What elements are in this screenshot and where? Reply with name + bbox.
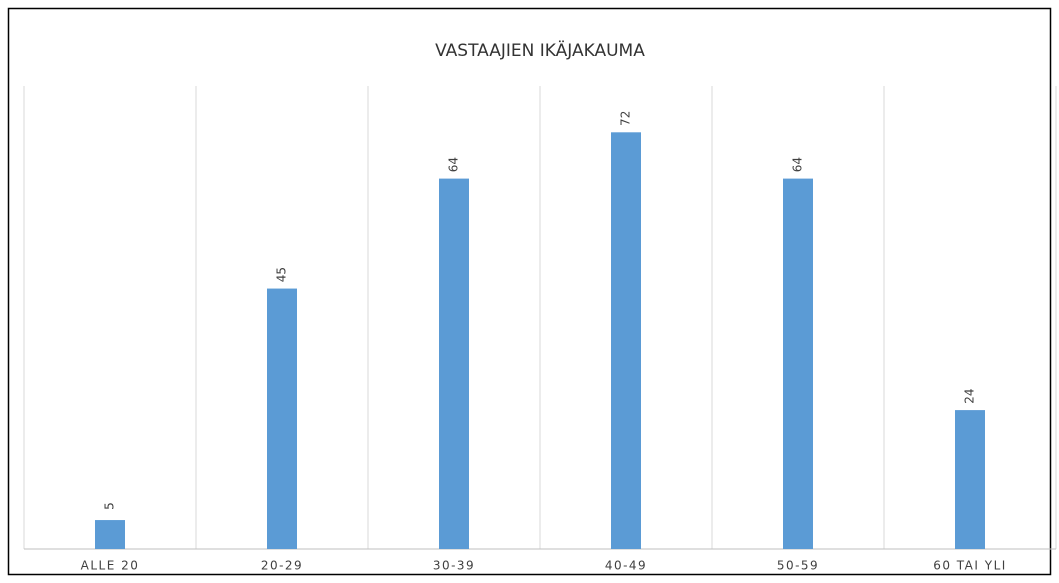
x-tick-label: 60 TAI YLI (933, 559, 1007, 573)
bar (439, 178, 469, 549)
chart-title: VASTAAJIEN IKÄJAKAUMA (435, 40, 645, 61)
bar (783, 178, 813, 549)
x-tick-label: 30-39 (433, 559, 475, 573)
chart-border (7, 7, 1052, 576)
data-label: 64 (447, 157, 461, 172)
data-label: 72 (619, 111, 633, 126)
x-tick-label: 40-49 (605, 559, 647, 573)
data-label: 45 (275, 267, 289, 282)
data-label: 24 (963, 388, 977, 403)
bar (611, 132, 641, 550)
bar (955, 410, 985, 549)
bar (267, 288, 297, 549)
data-label: 64 (791, 157, 805, 172)
x-tick-label: ALLE 20 (81, 559, 140, 573)
x-tick-label: 50-59 (777, 559, 819, 573)
bar (95, 520, 125, 549)
x-tick-label: 20-29 (261, 559, 303, 573)
data-label: 5 (103, 502, 117, 510)
